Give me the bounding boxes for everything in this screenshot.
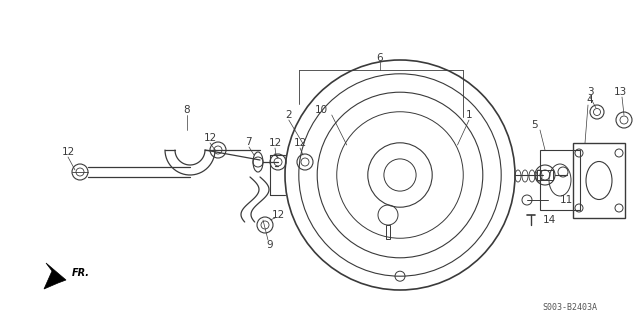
Bar [537,170,553,180]
Text: 12: 12 [61,147,75,157]
Text: 5: 5 [532,120,538,130]
Text: 11: 11 [560,195,573,205]
Text: 12: 12 [293,138,307,148]
Text: FR.: FR. [72,268,90,278]
Text: 13: 13 [613,87,627,97]
Text: 3: 3 [587,87,593,97]
Bar [540,150,580,210]
Text: 4: 4 [587,95,593,105]
Text: 7: 7 [244,137,252,147]
Text: S003-B2403A: S003-B2403A [543,303,598,313]
Text: 14: 14 [543,215,556,225]
Text: 10: 10 [315,105,328,115]
Bar [386,225,390,239]
Polygon shape [44,263,66,289]
Text: 12: 12 [204,133,216,143]
Text: 12: 12 [271,210,285,220]
Text: 2: 2 [285,110,292,120]
Text: 6: 6 [377,53,383,63]
Text: 8: 8 [184,105,190,115]
Text: 9: 9 [267,240,273,250]
Bar [573,143,625,218]
Text: 1: 1 [466,110,472,120]
Text: 12: 12 [268,138,282,148]
